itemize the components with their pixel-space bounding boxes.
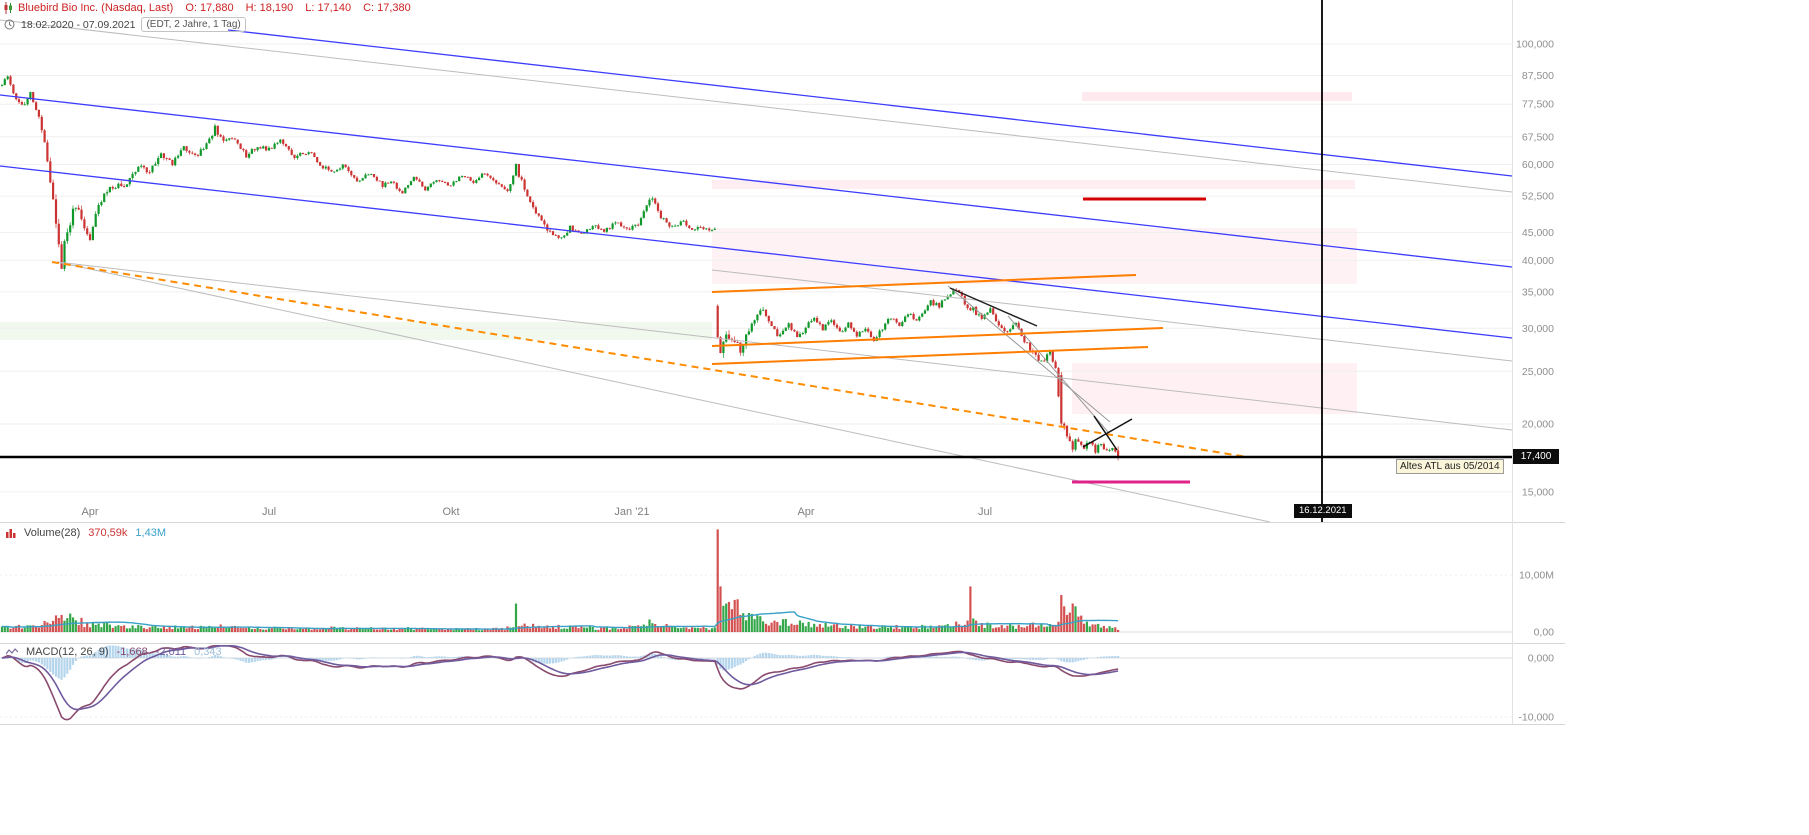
svg-text:35,000: 35,000	[1522, 286, 1554, 298]
volume-value: 370,59k	[88, 527, 128, 539]
volume-ma-value: 1,43M	[135, 527, 166, 539]
ohlc-close: C: 17,380	[363, 2, 411, 14]
svg-text:-10,000: -10,000	[1518, 712, 1554, 724]
instrument-header: Bluebird Bio Inc. (Nasdaq, Last) O: 17,88…	[4, 2, 411, 14]
price-axis-badge: 17,400	[1513, 449, 1559, 464]
macd-signal-value: -2,011	[155, 646, 187, 658]
svg-text:30,000: 30,000	[1522, 323, 1554, 335]
svg-text:Apr: Apr	[81, 506, 98, 518]
svg-text:Apr: Apr	[797, 506, 814, 518]
svg-text:15,000: 15,000	[1522, 486, 1554, 498]
volume-label: Volume(28)	[24, 527, 81, 539]
clock-icon	[4, 19, 15, 30]
svg-text:87,500: 87,500	[1522, 70, 1554, 82]
svg-text:Okt: Okt	[442, 506, 459, 518]
atl-annotation-label[interactable]: Altes ATL aus 05/2014	[1396, 459, 1504, 474]
svg-text:45,000: 45,000	[1522, 227, 1554, 239]
timeframe-header: 18.02.2020 - 07.09.2021 (EDT, 2 Jahre, 1…	[4, 17, 246, 32]
svg-text:77,500: 77,500	[1522, 99, 1554, 111]
macd-hist-value: 0,343	[194, 646, 222, 658]
svg-text:0,00: 0,00	[1534, 627, 1555, 639]
macd-line-icon	[6, 647, 18, 657]
date-range: 18.02.2020 - 07.09.2021	[21, 18, 136, 31]
instrument-title: Bluebird Bio Inc. (Nasdaq, Last)	[18, 2, 174, 14]
svg-text:40,000: 40,000	[1522, 255, 1554, 267]
svg-text:100,000: 100,000	[1516, 39, 1554, 51]
ohlc-open: O: 17,880	[185, 2, 234, 14]
date-axis-badge: 16.12.2021	[1294, 504, 1352, 518]
svg-text:52,500: 52,500	[1522, 191, 1554, 203]
svg-text:Jan '21: Jan '21	[614, 506, 649, 518]
timeframe-chip[interactable]: (EDT, 2 Jahre, 1 Tag)	[141, 17, 246, 32]
macd-label: MACD(12, 26, 9)	[26, 646, 109, 658]
price-chart-canvas[interactable]: 100,000 87,500 77,500 67,500 60,000 52,500 45,…	[0, 0, 1565, 726]
svg-text:25,000: 25,000	[1522, 366, 1554, 378]
svg-text:10,00M: 10,00M	[1519, 570, 1554, 582]
candlestick-icon	[4, 2, 13, 14]
svg-text:67,500: 67,500	[1522, 131, 1554, 143]
ohlc-high: H: 18,190	[245, 2, 294, 14]
volume-bars-icon	[6, 528, 16, 538]
svg-text:Jul: Jul	[262, 506, 276, 518]
volume-indicator-header[interactable]: Volume(28) 370,59k 1,43M	[6, 527, 166, 539]
svg-text:Jul: Jul	[978, 506, 992, 518]
svg-text:20,000: 20,000	[1522, 419, 1554, 431]
ohlc-low: L: 17,140	[305, 2, 352, 14]
svg-text:60,000: 60,000	[1522, 159, 1554, 171]
svg-text:0,000: 0,000	[1528, 653, 1554, 665]
macd-indicator-header[interactable]: MACD(12, 26, 9) -1,668 -2,011 0,343	[6, 646, 222, 658]
macd-value: -1,668	[116, 646, 148, 658]
